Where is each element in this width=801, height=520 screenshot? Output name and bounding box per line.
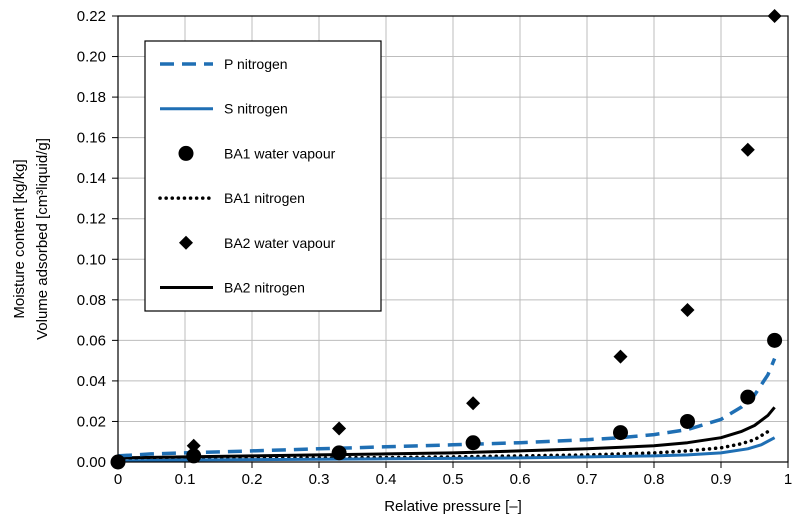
y-axis-label-primary: Moisture content [kg/kg]	[11, 159, 28, 318]
legend-label-ba2-water-vapour: BA2 water vapour	[224, 235, 336, 251]
legend-label-ba1-nitrogen: BA1 nitrogen	[224, 190, 305, 206]
y-tick-label: 0.06	[77, 332, 106, 349]
y-axis-label-secondary: Volume adsorbed [cm³liquid/g]	[34, 138, 51, 340]
p-nitrogen-line	[117, 357, 777, 458]
ba1-water-vapour-point	[186, 448, 202, 464]
y-tick-label: 0.22	[77, 8, 106, 25]
y-tick-label: 0.16	[77, 130, 106, 147]
ba1-water-vapour-point	[331, 445, 347, 461]
legend-swatch-ba1-water-vapour	[178, 145, 194, 161]
legend-box	[144, 40, 382, 312]
ba1-water-vapour-point	[740, 389, 756, 405]
x-tick-label: 0.3	[309, 471, 330, 488]
x-tick-label: 0.4	[376, 471, 397, 488]
ticks: 0 0.1 0.2 0.3 0.4 0.5 0.6 0.7 0.8 0.9 1 0.00 0.02 0.0…	[77, 8, 792, 488]
x-tick-label: 0.6	[510, 471, 531, 488]
y-tick-label: 0.10	[77, 251, 106, 268]
ba2-water-vapour-point	[186, 438, 201, 453]
y-tick-label: 0.14	[77, 170, 106, 187]
y-tick-label: 0.02	[77, 413, 106, 430]
ba2-water-vapour-point	[680, 302, 695, 317]
x-tick-label: 0.5	[443, 471, 464, 488]
ba2-water-vapour-point	[466, 396, 481, 411]
legend-label-s-nitrogen: S nitrogen	[224, 101, 288, 117]
ba1-water-vapour-point	[613, 425, 628, 441]
legend-swatch-ba2-water-vapour	[179, 235, 193, 250]
x-axis-label: Relative pressure [–]	[384, 498, 522, 515]
x-tick-label: 0.7	[577, 471, 598, 488]
x-tick-label: 0.1	[175, 471, 196, 488]
ba1-water-vapour-point	[680, 413, 695, 429]
legend: P nitrogen S nitrogen BA1 water vapour BA1 …	[144, 40, 382, 312]
x-tick-label: 0.9	[711, 471, 732, 488]
y-tick-label: 0.18	[77, 89, 106, 106]
y-tick-label: 0.08	[77, 292, 106, 309]
legend-label-ba1-water-vapour: BA1 water vapour	[224, 145, 336, 161]
ba2-water-vapour-point	[740, 142, 755, 157]
x-tick-label: 0.8	[644, 471, 665, 488]
y-tick-label: 0.04	[77, 373, 106, 390]
x-tick-label: 0.2	[242, 471, 263, 488]
ba1-water-vapour-point	[465, 435, 481, 451]
legend-label-ba2-nitrogen: BA2 nitrogen	[224, 280, 305, 296]
x-tick-label: 0	[114, 471, 122, 488]
ba1-water-vapour-point	[767, 332, 783, 348]
ba2-nitrogen-line	[117, 406, 776, 460]
y-tick-label: 0.20	[77, 49, 106, 66]
ba2-water-vapour-point	[332, 421, 347, 436]
y-tick-label: 0.12	[77, 211, 106, 228]
s-nitrogen-line	[117, 436, 776, 463]
ba2-water-vapour-point	[613, 349, 628, 364]
y-tick-label: 0.00	[77, 454, 106, 471]
x-tick-label: 1	[784, 471, 792, 488]
legend-label-p-nitrogen: P nitrogen	[224, 56, 288, 72]
series-layer	[110, 9, 783, 470]
